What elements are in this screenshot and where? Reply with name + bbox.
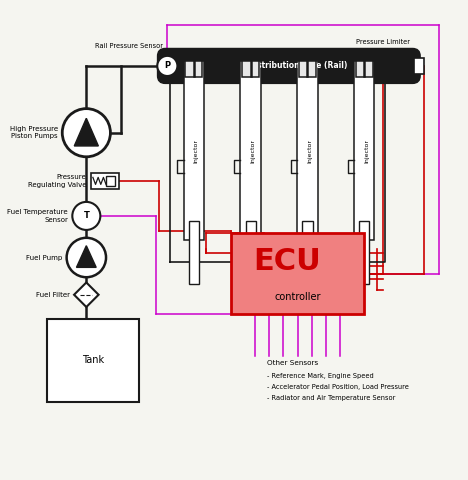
- Text: Tank: Tank: [82, 355, 104, 365]
- Bar: [241, 61, 261, 240]
- FancyBboxPatch shape: [159, 49, 419, 83]
- Bar: [242, 61, 259, 77]
- Circle shape: [66, 238, 106, 277]
- Bar: [246, 221, 256, 284]
- Bar: [359, 221, 369, 284]
- Text: Fuel Pump: Fuel Pump: [26, 254, 62, 261]
- Bar: [231, 233, 365, 314]
- Bar: [354, 61, 374, 240]
- Text: Distribution Pipe (Rail): Distribution Pipe (Rail): [248, 61, 347, 71]
- Bar: [356, 61, 373, 77]
- Text: Other Sensors: Other Sensors: [267, 360, 318, 366]
- Text: controller: controller: [274, 292, 321, 301]
- Bar: [297, 61, 318, 240]
- Text: Pressure
Regulating Valve: Pressure Regulating Valve: [28, 174, 86, 188]
- Text: P: P: [164, 61, 170, 71]
- Text: Fuel Temperature
Sensor: Fuel Temperature Sensor: [7, 209, 68, 223]
- Text: Injector: Injector: [193, 139, 198, 163]
- Text: T: T: [83, 211, 89, 220]
- Text: - Reference Mark, Engine Speed: - Reference Mark, Engine Speed: [267, 372, 373, 379]
- Text: ECU: ECU: [253, 247, 321, 276]
- Text: - Radiator and Air Temperature Sensor: - Radiator and Air Temperature Sensor: [267, 396, 395, 401]
- Text: - Accelerator Pedal Position, Load Pressure: - Accelerator Pedal Position, Load Press…: [267, 384, 409, 390]
- Text: Fuel Filter: Fuel Filter: [36, 292, 70, 298]
- Text: High Pressure
Piston Pumps: High Pressure Piston Pumps: [10, 126, 58, 140]
- Bar: [414, 58, 424, 74]
- Bar: [91, 173, 119, 189]
- Bar: [189, 221, 198, 284]
- Circle shape: [62, 108, 110, 157]
- Polygon shape: [76, 246, 96, 267]
- Bar: [185, 61, 202, 77]
- Bar: [302, 221, 313, 284]
- Text: Rail Pressure Sensor: Rail Pressure Sensor: [95, 43, 163, 49]
- Text: Injector: Injector: [364, 139, 369, 163]
- Bar: [47, 319, 139, 402]
- Circle shape: [73, 202, 100, 230]
- Polygon shape: [74, 118, 98, 146]
- Text: Injector: Injector: [250, 139, 255, 163]
- Circle shape: [157, 56, 177, 76]
- Bar: [299, 61, 316, 77]
- Text: Pressure Limiter: Pressure Limiter: [356, 39, 410, 45]
- Bar: [106, 176, 115, 186]
- Text: Injector: Injector: [307, 139, 312, 163]
- Polygon shape: [74, 282, 99, 307]
- Bar: [183, 61, 204, 240]
